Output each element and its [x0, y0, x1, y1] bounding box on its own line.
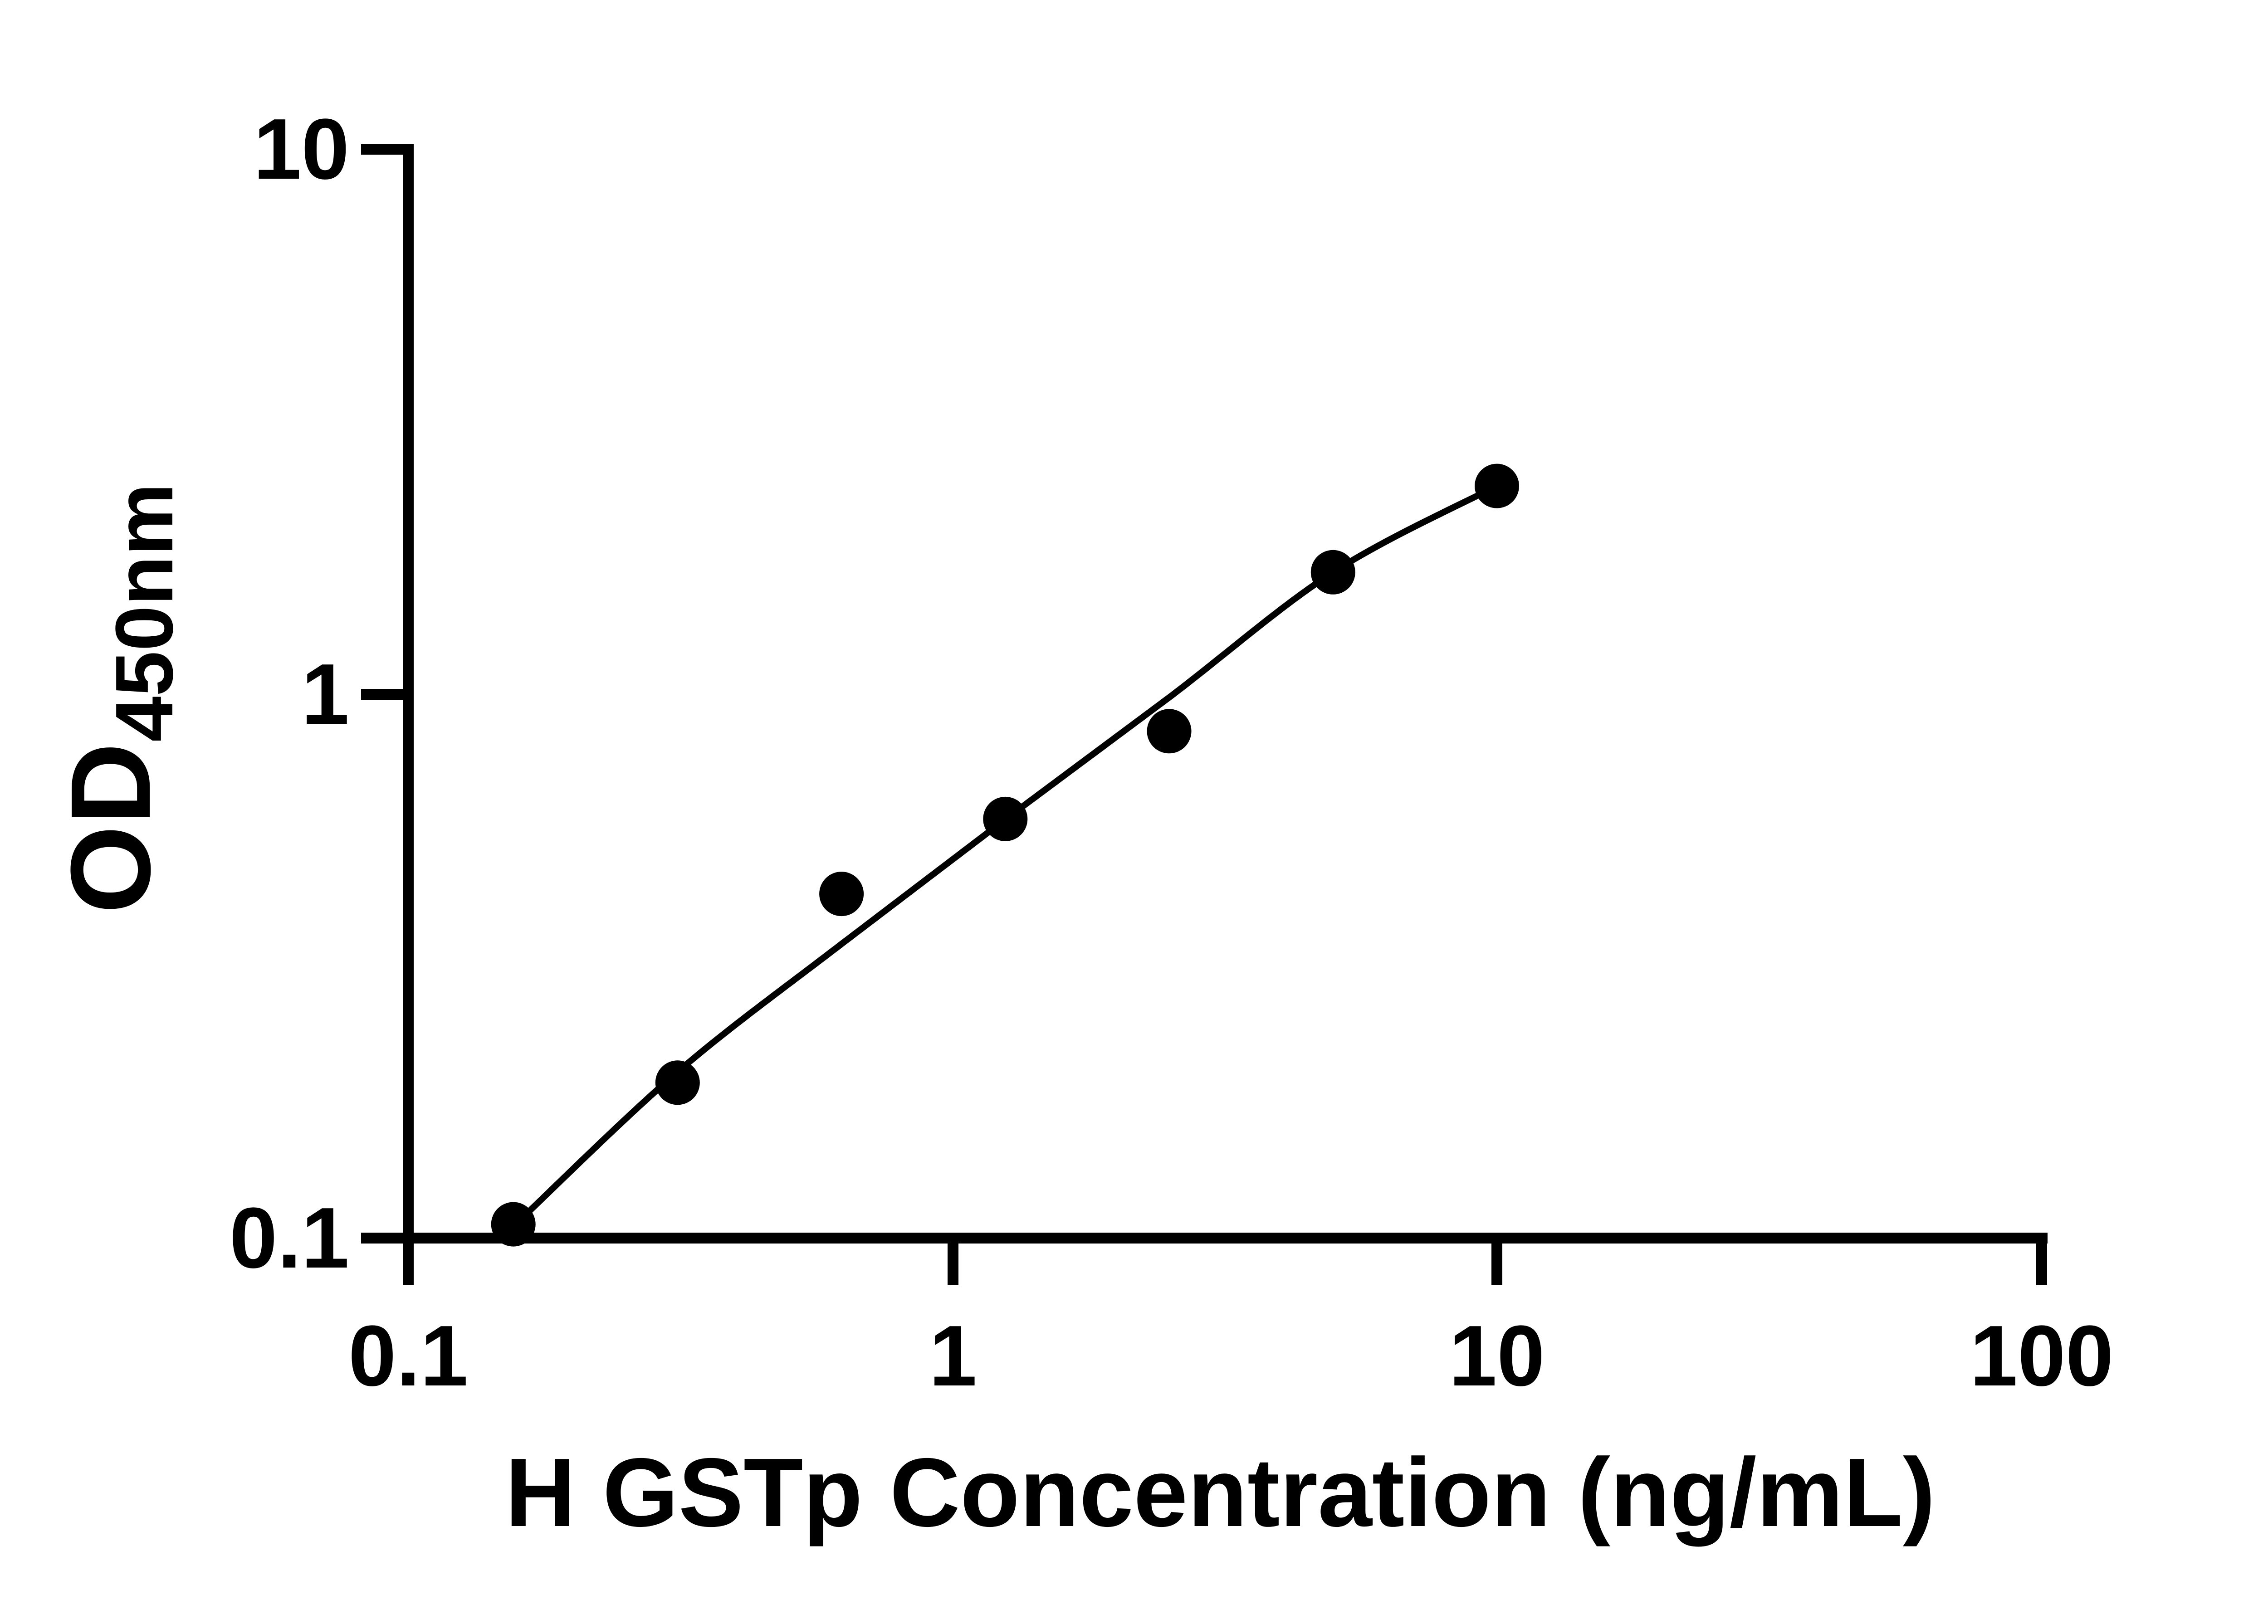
x-axis-title: H GSTp Concentration (ng/mL) [505, 1438, 1935, 1547]
x-axis-line [403, 1233, 2048, 1244]
x-tick-1 [948, 1233, 958, 1285]
y-axis-title-main: OD [47, 742, 174, 914]
y-tick-label-10: 10 [254, 101, 349, 197]
x-tick-0.1 [403, 1233, 414, 1285]
y-tick-10 [361, 144, 414, 155]
x-tick-100 [2036, 1233, 2047, 1285]
x-tick-label-0.1: 0.1 [348, 1308, 468, 1404]
y-tick-label-0.1: 0.1 [230, 1190, 349, 1286]
x-tick-label-1: 1 [929, 1308, 977, 1404]
y-axis-title: OD450nm [47, 483, 190, 913]
data-point [1147, 709, 1192, 754]
x-tick-label-10: 10 [1449, 1308, 1545, 1404]
y-tick-1 [361, 689, 414, 700]
data-point [1475, 463, 1519, 508]
y-axis-line [403, 144, 414, 1285]
data-point [655, 1060, 700, 1105]
data-point [1310, 550, 1355, 595]
plot-layer [491, 463, 1519, 1247]
y-tick-label-1: 1 [301, 646, 349, 742]
data-point [983, 796, 1028, 841]
data-point [819, 872, 864, 917]
data-point [491, 1202, 536, 1247]
x-tick-10 [1491, 1233, 1502, 1285]
y-axis-title-subscript: 450nm [99, 483, 190, 741]
x-tick-label-100: 100 [1970, 1308, 2113, 1404]
fit-curve [515, 483, 1499, 1224]
